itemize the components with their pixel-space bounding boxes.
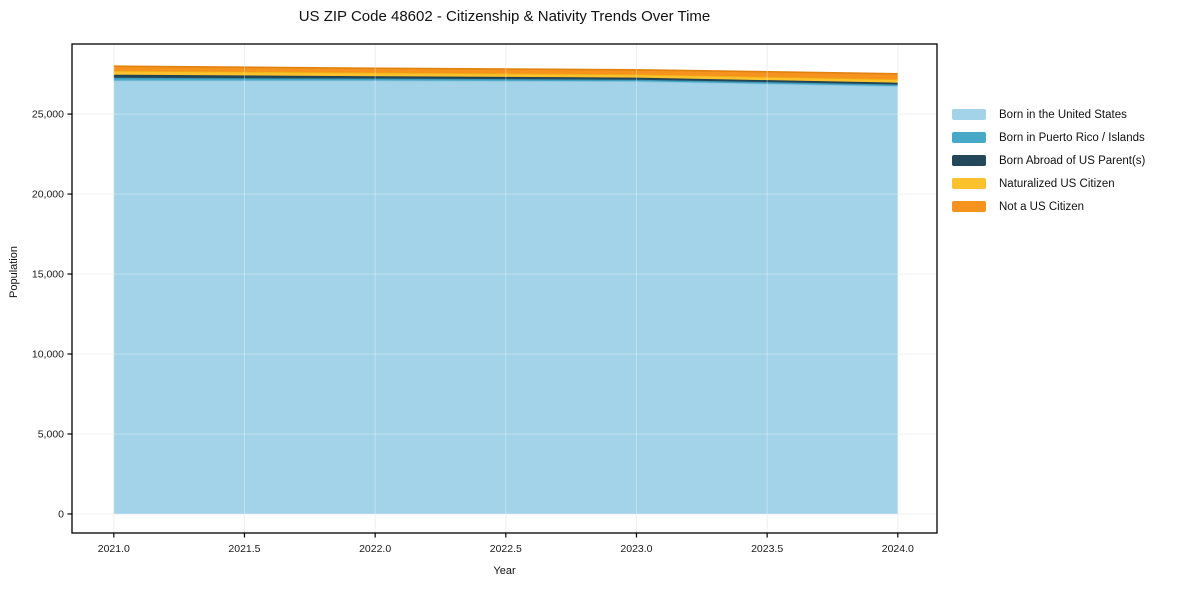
plot-frame	[71, 43, 938, 534]
legend-label: Not a US Citizen	[999, 200, 1085, 213]
area-series	[113, 74, 898, 85]
area-series-topline	[113, 73, 898, 84]
area-series	[113, 77, 898, 87]
y-tick-label: 10,000	[32, 349, 64, 361]
legend-item: Born in the United States	[952, 103, 1145, 126]
legend-label: Born in Puerto Rico / Islands	[999, 131, 1145, 144]
y-axis-label: Population	[8, 246, 20, 298]
legend-label: Born Abroad of US Parent(s)	[999, 154, 1146, 167]
legend-swatch	[952, 178, 986, 189]
x-tick-label: 2024.0	[882, 543, 914, 555]
x-tick-label: 2022.0	[359, 543, 391, 555]
area-series	[113, 80, 898, 514]
x-tick-label: 2023.5	[751, 543, 783, 555]
legend-item: Naturalized US Citizen	[952, 172, 1145, 195]
legend-swatch	[952, 109, 986, 120]
legend-swatch	[952, 201, 986, 212]
legend-swatch	[952, 132, 986, 143]
legend: Born in the United States Born in Puerto…	[952, 103, 1145, 218]
area-series	[113, 66, 898, 80]
legend-item: Not a US Citizen	[952, 195, 1145, 218]
x-tick-label: 2023.0	[620, 543, 652, 555]
y-tick-label: 20,000	[32, 189, 64, 201]
y-tick-label: 25,000	[32, 109, 64, 121]
y-tick-label: 5,000	[38, 428, 64, 440]
legend-item: Born in Puerto Rico / Islands	[952, 126, 1145, 149]
area-series-topline	[113, 65, 898, 75]
legend-label: Naturalized US Citizen	[999, 177, 1115, 190]
legend-swatch	[952, 155, 986, 166]
y-tick-label: 0	[58, 508, 64, 520]
legend-item: Born Abroad of US Parent(s)	[952, 149, 1145, 172]
area-series	[113, 70, 898, 83]
x-tick-label: 2022.5	[490, 543, 522, 555]
y-tick-label: 15,000	[32, 269, 64, 281]
legend-label: Born in the United States	[999, 108, 1127, 121]
x-tick-label: 2021.5	[228, 543, 260, 555]
x-axis-label: Year	[493, 565, 516, 577]
chart-title: US ZIP Code 48602 - Citizenship & Nativi…	[298, 8, 711, 25]
x-tick-label: 2021.0	[98, 543, 130, 555]
